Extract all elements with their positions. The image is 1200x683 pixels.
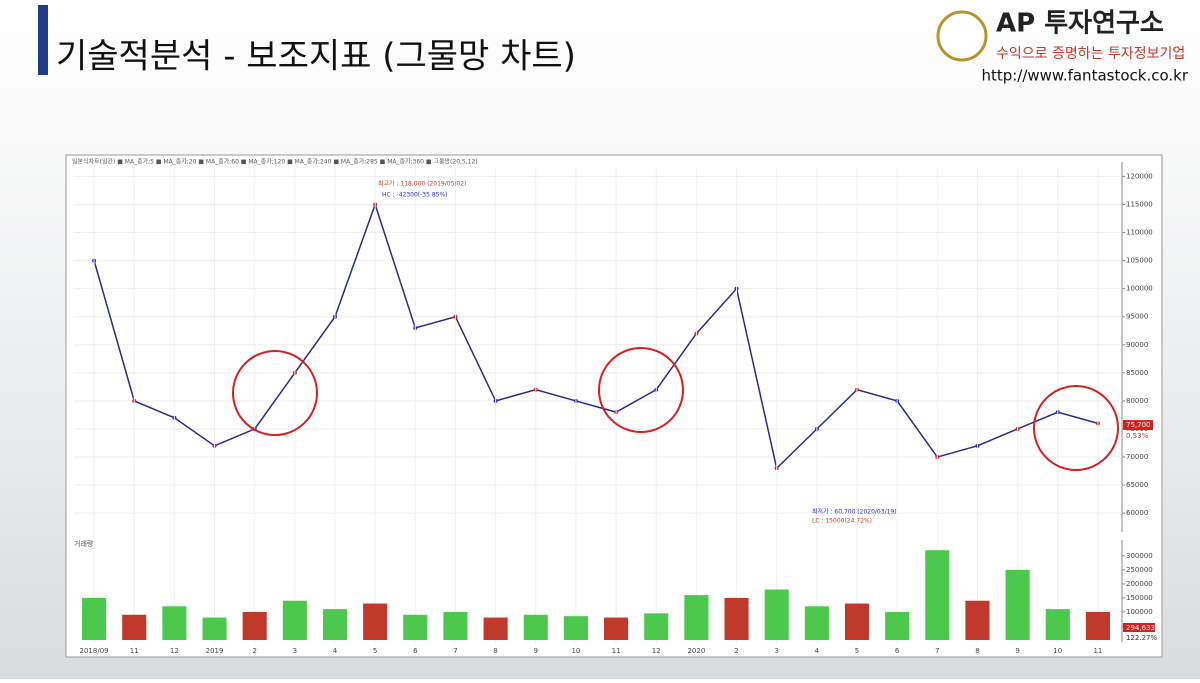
slogan: 수익으로 증명하는 투자정보기업: [996, 46, 1185, 62]
y-tick-label: 80000: [1126, 397, 1148, 405]
volume-bar: [1045, 609, 1070, 640]
volume-bar: [443, 611, 468, 640]
volume-bar: [844, 603, 870, 640]
volume-bar: [403, 614, 428, 640]
annotation: 최고가 : 118,000 (2019/05/02): [378, 180, 466, 188]
volume-bar: [604, 617, 629, 640]
x-tick-label: 10: [1053, 647, 1062, 655]
volume-bar: [684, 595, 709, 640]
price-line: [93, 202, 1099, 470]
brand: AP 투자연구소: [996, 9, 1164, 39]
y-tick-label: 70000: [1126, 453, 1148, 461]
volume-bar: [724, 597, 749, 640]
highlight-circle: [1033, 385, 1119, 471]
x-tick-label: 10: [571, 647, 580, 655]
x-tick-label: 7: [935, 647, 939, 655]
current-change: 0.53%: [1126, 432, 1149, 440]
volume-bar: [242, 611, 267, 640]
highlight-circle: [232, 350, 318, 436]
annotation: 최저가 : 60,700 (2020/03/19): [812, 508, 897, 516]
current-price-box: [1123, 420, 1153, 431]
volume-bar: [644, 613, 669, 640]
volume-bar: [523, 614, 548, 640]
chart-legend: 일본식차트(일간) ■ MA_종가;5 ■ MA_종가;20 ■ MA_종가;6…: [72, 158, 478, 166]
title-bar: [38, 5, 48, 75]
annotation: HC : -42300(-35.85%): [382, 192, 448, 199]
x-tick-label: 2: [734, 647, 738, 655]
volume-bar: [885, 611, 910, 640]
volume-bar: [162, 606, 187, 640]
y-tick-label: 100000: [1126, 285, 1153, 293]
x-tick-label: 5: [855, 647, 859, 655]
y-tick-label: 100000: [1126, 608, 1153, 616]
volume-bar: [122, 614, 147, 640]
x-tick-label: 3: [774, 647, 778, 655]
x-tick-label: 2: [252, 647, 256, 655]
volume-bar: [925, 550, 950, 640]
y-tick-label: 115000: [1126, 200, 1153, 208]
x-tick-label: 5: [373, 647, 377, 655]
current-price: 75,700: [1126, 421, 1151, 429]
x-tick-label: 4: [815, 647, 820, 655]
highlight-circle: [598, 347, 684, 433]
x-tick-label: 8: [975, 647, 979, 655]
x-tick-label: 11: [612, 647, 621, 655]
y-tick-label: 90000: [1126, 341, 1148, 349]
x-tick-label: 6: [895, 647, 900, 655]
volume-ratio: 122.27%: [1126, 634, 1157, 642]
chart-frame: [65, 154, 1163, 658]
logo-emblem: [936, 10, 988, 62]
x-tick-label: 12: [652, 647, 661, 655]
volume-bar: [804, 606, 829, 640]
annotation: LC : 15000(24.72%): [812, 518, 872, 525]
volume-current: 294,633: [1126, 624, 1155, 632]
y-tick-label: 65000: [1126, 481, 1148, 489]
volume-bar: [483, 617, 508, 640]
y-tick-label: 105000: [1126, 257, 1153, 265]
y-tick-label: 60000: [1126, 509, 1148, 517]
x-tick-label: 2020: [687, 647, 705, 655]
y-tick-label: 300000: [1126, 552, 1153, 560]
x-tick-label: 9: [1015, 647, 1019, 655]
volume-bar: [322, 609, 348, 640]
x-tick-label: 6: [413, 647, 418, 655]
volume-bar: [1005, 569, 1030, 640]
x-tick-label: 11: [1093, 647, 1102, 655]
volume-bar: [764, 589, 789, 640]
volume-bar: [965, 600, 990, 640]
volume-bar: [563, 616, 588, 640]
x-tick-label: 2018/09: [80, 647, 109, 655]
volume-bar: [282, 600, 307, 640]
volume-bar: [363, 603, 388, 640]
volume-bar: [82, 597, 107, 640]
volume-label: 거래량: [74, 539, 94, 548]
volume-bar: [1085, 611, 1110, 640]
plot: 6000065000700007500080000850009000095000…: [74, 162, 1157, 655]
x-tick-label: 11: [130, 647, 139, 655]
y-tick-label: 85000: [1126, 369, 1148, 377]
y-tick-label: 95000: [1126, 313, 1148, 321]
x-tick-label: 3: [293, 647, 297, 655]
x-tick-label: 4: [333, 647, 338, 655]
x-tick-label: 12: [170, 647, 179, 655]
y-tick-label: 110000: [1126, 229, 1153, 237]
x-tick-label: 8: [493, 647, 497, 655]
y-tick-label: 200000: [1126, 580, 1153, 588]
volume-bar: [202, 617, 227, 640]
y-tick-label: 250000: [1126, 566, 1153, 574]
x-tick-label: 2019: [206, 647, 224, 655]
x-tick-label: 9: [534, 647, 538, 655]
volume-current-box: [1123, 623, 1155, 632]
y-tick-label: 150000: [1126, 594, 1153, 602]
y-tick-label: 120000: [1126, 172, 1153, 180]
x-tick-label: 7: [453, 647, 457, 655]
slide-title: 기술적분석 - 보조지표 (그물망 차트): [56, 37, 576, 77]
url: http://www.fantastock.co.kr: [981, 67, 1188, 85]
